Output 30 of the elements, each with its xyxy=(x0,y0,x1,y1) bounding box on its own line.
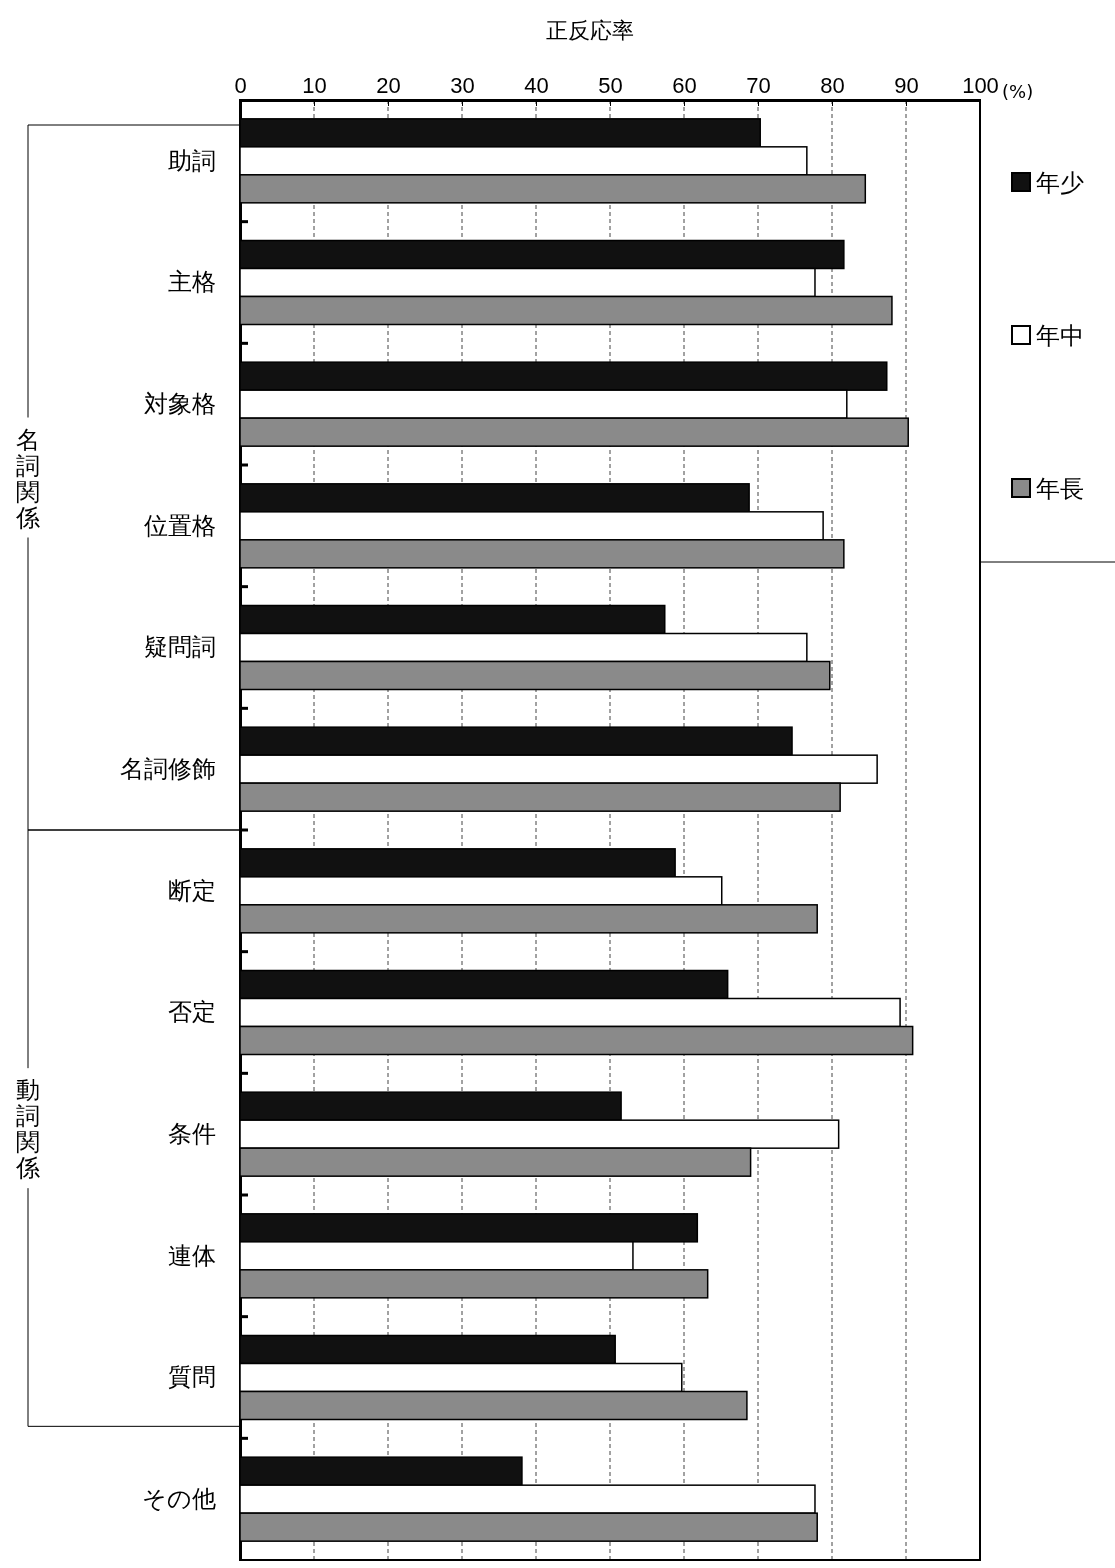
x-tick-label: 90 xyxy=(894,72,919,98)
legend-label: 年長 xyxy=(1036,475,1084,503)
y-tick-label: 主格 xyxy=(168,268,216,296)
y-tick-label: 位置格 xyxy=(144,511,216,539)
legend-label: 年中 xyxy=(1036,322,1084,350)
text: 動詞関係 xyxy=(15,1076,40,1183)
y-tick-label: 連体 xyxy=(168,1241,216,1269)
x-tick-label: 80 xyxy=(820,72,845,98)
x-tick-label: 50 xyxy=(598,72,623,98)
x-axis-title: 正反応率 xyxy=(546,18,634,43)
x-tick-label: 0 xyxy=(234,72,247,98)
x-tick-label: 30 xyxy=(450,72,475,98)
y-tick-label: 疑問詞 xyxy=(144,633,216,661)
y-tick-label: 否定 xyxy=(168,998,216,1026)
x-tick-label: 60 xyxy=(672,72,697,98)
x-tick-label: 20 xyxy=(376,72,401,98)
legend-label: 年少 xyxy=(1036,169,1084,197)
x-tick-label: 10 xyxy=(302,72,327,98)
y-tick-label: 断定 xyxy=(168,876,216,904)
text: (%) xyxy=(1002,81,1034,102)
y-tick-label: 質問 xyxy=(168,1363,216,1391)
x-tick-label: 70 xyxy=(746,72,771,98)
y-tick-label: 名詞修飾 xyxy=(120,754,216,782)
y-tick-label: 条件 xyxy=(168,1119,216,1147)
x-tick-label: 40 xyxy=(524,72,549,98)
y-tick-label: 助詞 xyxy=(168,146,216,174)
y-tick-label: 対象格 xyxy=(144,389,216,417)
x-tick-label: 100 xyxy=(962,72,999,98)
text: 名詞関係 xyxy=(15,425,40,532)
y-tick-label: その他 xyxy=(142,1484,216,1512)
